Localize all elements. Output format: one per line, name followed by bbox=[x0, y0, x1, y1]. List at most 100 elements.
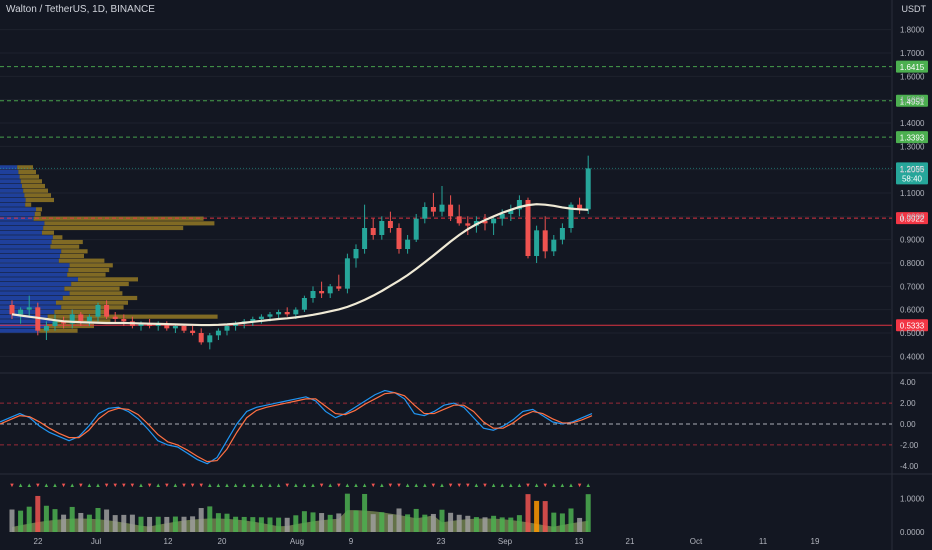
volume-bar bbox=[439, 509, 445, 532]
volume-profile-bar bbox=[67, 272, 106, 277]
candle-body bbox=[422, 207, 428, 219]
volume-bar bbox=[258, 517, 264, 532]
volume-bar bbox=[301, 511, 307, 532]
candle-body bbox=[293, 309, 299, 315]
volume-bar bbox=[276, 517, 282, 532]
volume-bar bbox=[473, 517, 479, 532]
price-axis-tick: 1.3000 bbox=[900, 142, 925, 151]
price-axis-tick: 0.7000 bbox=[900, 282, 925, 291]
signal-marker: ▲ bbox=[508, 483, 514, 489]
volume-bar bbox=[577, 517, 583, 532]
volume-profile-bar bbox=[33, 216, 204, 221]
signal-marker: ▲ bbox=[52, 483, 58, 489]
volume-bar bbox=[129, 514, 135, 532]
volume-profile-bar bbox=[0, 244, 51, 249]
volume-bar bbox=[293, 515, 299, 532]
volume-bar bbox=[508, 517, 514, 532]
signal-marker: ▲ bbox=[422, 483, 428, 489]
volume-bar bbox=[585, 494, 591, 532]
signal-marker: ▼ bbox=[319, 483, 325, 489]
volume-bar bbox=[172, 516, 178, 532]
signal-marker: ▲ bbox=[69, 483, 75, 489]
volume-bar bbox=[155, 516, 161, 532]
volume-bar bbox=[542, 501, 548, 532]
volume-profile-bar bbox=[0, 272, 68, 277]
volume-profile-bar bbox=[0, 319, 53, 324]
signal-marker: ▼ bbox=[542, 483, 548, 489]
candle-body bbox=[181, 326, 187, 331]
volume-bar bbox=[69, 506, 75, 532]
signal-marker: ▲ bbox=[26, 483, 32, 489]
quote-currency-label: USDT bbox=[901, 4, 927, 14]
price-level-label: 0.9922 bbox=[900, 215, 925, 224]
volume-bar bbox=[525, 494, 531, 532]
volume-profile-bar bbox=[19, 174, 39, 179]
volume-axis-tick: 1.0000 bbox=[900, 494, 925, 503]
signal-marker: ▼ bbox=[164, 483, 170, 489]
volume-profile-bar bbox=[0, 207, 36, 212]
candle-body bbox=[534, 230, 540, 256]
oscillator-line bbox=[0, 392, 593, 463]
time-axis-tick: Jul bbox=[91, 537, 101, 546]
signal-marker: ▲ bbox=[439, 483, 445, 489]
signal-marker: ▼ bbox=[35, 483, 41, 489]
signal-marker: ▼ bbox=[370, 483, 376, 489]
candle-body bbox=[86, 316, 92, 322]
volume-profile-bar bbox=[43, 225, 184, 231]
volume-bar bbox=[465, 515, 471, 532]
candle-body bbox=[568, 204, 574, 228]
signal-marker: ▲ bbox=[310, 483, 316, 489]
candle-body bbox=[301, 298, 307, 310]
time-axis-tick: 23 bbox=[437, 537, 446, 546]
volume-profile-bar bbox=[0, 179, 21, 184]
volume-bar bbox=[559, 513, 565, 532]
volume-profile-bar bbox=[58, 258, 105, 263]
signal-marker: ▼ bbox=[336, 483, 342, 489]
volume-profile-bar bbox=[18, 169, 36, 175]
price-level-tag bbox=[896, 131, 928, 144]
signal-marker: ▼ bbox=[9, 483, 15, 489]
candle-body bbox=[516, 200, 522, 210]
signal-marker: ▲ bbox=[224, 483, 230, 489]
candle-body bbox=[43, 326, 49, 331]
signal-marker: ▼ bbox=[482, 483, 488, 489]
candle-body bbox=[9, 305, 15, 315]
price-axis-tick: 1.1000 bbox=[900, 189, 925, 198]
signal-marker: ▲ bbox=[293, 483, 299, 489]
signal-marker: ▼ bbox=[61, 483, 67, 489]
volume-bar bbox=[319, 513, 325, 532]
volume-profile-bar bbox=[0, 216, 34, 221]
volume-bar bbox=[121, 514, 127, 532]
price-level-label: 0.5333 bbox=[900, 322, 925, 331]
price-level-tag bbox=[896, 212, 928, 225]
candle-body bbox=[439, 204, 445, 212]
price-axis-tick: 1.8000 bbox=[900, 26, 925, 35]
price-axis-tick: 1.0000 bbox=[900, 212, 925, 221]
candle-body bbox=[233, 323, 239, 326]
signal-marker: ▼ bbox=[456, 483, 462, 489]
volume-profile-bar bbox=[0, 239, 52, 245]
volume-bar bbox=[215, 513, 221, 532]
volume-profile-bar bbox=[0, 197, 26, 203]
volume-bar bbox=[233, 516, 239, 532]
volume-bar bbox=[198, 508, 204, 532]
volume-profile-bar bbox=[39, 328, 78, 333]
volume-profile-bar bbox=[46, 323, 94, 329]
volume-profile-bar bbox=[34, 211, 41, 217]
volume-bar bbox=[224, 513, 230, 532]
candle-body bbox=[336, 286, 342, 289]
signal-marker: ▲ bbox=[138, 483, 144, 489]
volume-profile-bar bbox=[56, 300, 128, 305]
candle-body bbox=[112, 316, 118, 319]
price-level-tag bbox=[896, 60, 928, 73]
price-axis-tick: 1.7000 bbox=[900, 49, 925, 58]
signal-marker: ▼ bbox=[577, 483, 583, 489]
signal-marker: ▲ bbox=[362, 483, 368, 489]
price-axis-tick: 1.5000 bbox=[900, 96, 925, 105]
volume-profile-bar bbox=[0, 253, 60, 259]
candle-body bbox=[276, 312, 282, 315]
candle-body bbox=[224, 326, 230, 331]
candle-body bbox=[327, 286, 333, 294]
signal-marker: ▼ bbox=[121, 483, 127, 489]
